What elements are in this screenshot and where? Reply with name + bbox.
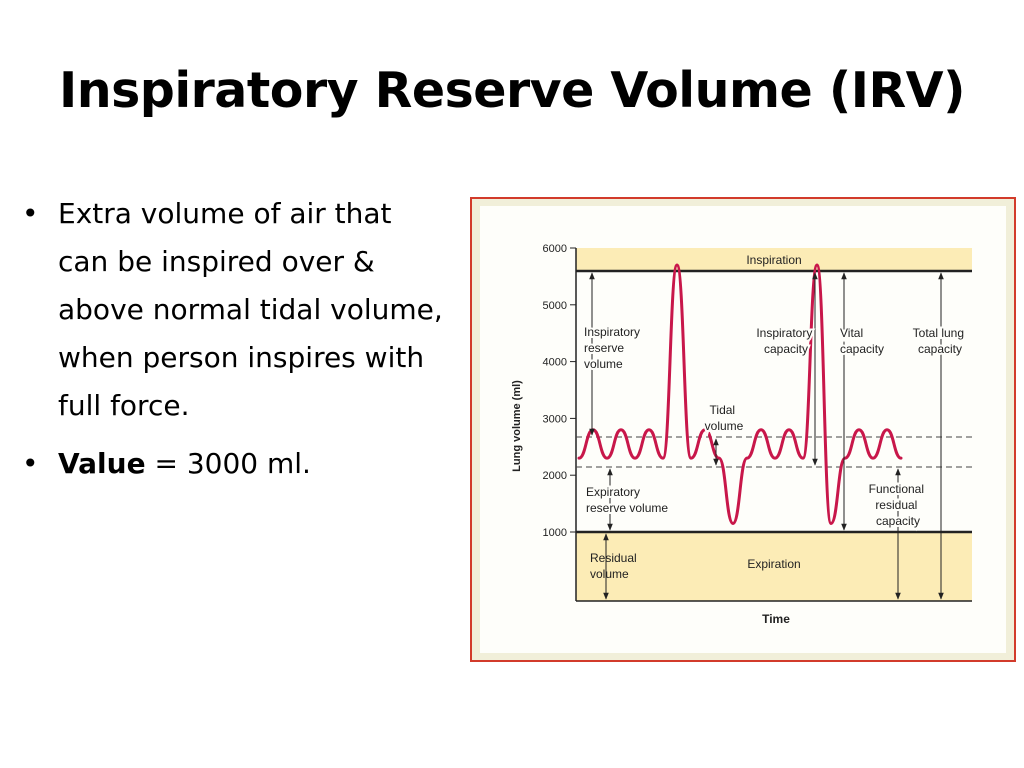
rv-label-line: Residual (590, 551, 637, 565)
erv-label-line: Expiratory (586, 485, 640, 499)
tlc-label: Total lung capacity (913, 326, 968, 356)
x-axis-label: Time (762, 612, 790, 626)
frc-label-line: capacity (876, 514, 920, 528)
bullet-list: • Extra volume of air that can be inspir… (22, 190, 447, 488)
ic-label-line: Inspiratory (756, 326, 812, 340)
y-tick-label: 6000 (543, 243, 567, 255)
tidal-label-line: volume (705, 419, 744, 433)
vc-label: Vital capacity (840, 326, 884, 356)
expiration-band (576, 532, 972, 601)
tidal-label: Tidal volume (705, 403, 744, 433)
bullet-icon: • (22, 447, 39, 480)
erv-label: Expiratory reserve volume (586, 485, 668, 515)
rv-label-line: volume (590, 567, 629, 581)
y-tick-label: 3000 (543, 413, 567, 425)
y-tick-label: 5000 (543, 300, 567, 312)
frc-label-line: residual (875, 498, 917, 512)
bullet-text: = 3000 ml. (145, 447, 311, 480)
bullet-item: • Extra volume of air that can be inspir… (22, 190, 447, 430)
ic-label-line: capacity (764, 342, 808, 356)
expiration-band-label: Expiration (747, 557, 800, 571)
irv-label-line: Inspiratory (584, 325, 640, 339)
vc-label-line: Vital (840, 326, 863, 340)
y-tick-label: 2000 (543, 470, 567, 482)
y-tick-label: 1000 (543, 527, 567, 539)
inspiration-band-label: Inspiration (746, 253, 801, 267)
ic-label: Inspiratory capacity (756, 326, 815, 356)
irv-label: Inspiratory reserve volume (584, 325, 643, 371)
vc-label-line: capacity (840, 342, 884, 356)
bullet-item: • Value = 3000 ml. (22, 440, 447, 488)
y-axis-label: Lung volume (ml) (511, 380, 523, 472)
tlc-label-line: capacity (918, 342, 962, 356)
inspiration-band (576, 248, 972, 271)
y-tick-label: 4000 (543, 357, 567, 369)
lung-volume-trace (577, 263, 903, 525)
irv-label-line: volume (584, 357, 623, 371)
rv-label: Residual volume (590, 551, 640, 581)
figure-frame: Inspiration Expiration 1000 2000 3000 4000 5… (470, 197, 1016, 662)
bullet-text: Extra volume of air that can be inspired… (58, 197, 443, 422)
lung-volume-chart: Inspiration Expiration 1000 2000 3000 4000 5… (511, 243, 972, 626)
frc-label-line: Functional (869, 482, 924, 496)
slide-title: Inspiratory Reserve Volume (IRV) (58, 62, 966, 119)
y-ticks: 1000 2000 3000 4000 5000 6000 (543, 243, 576, 539)
bullet-bold-text: Value (58, 447, 146, 480)
tidal-label-line: Tidal (710, 403, 736, 417)
figure-panel: Inspiration Expiration 1000 2000 3000 4000 5… (480, 206, 1006, 653)
frc-label: Functional residual capacity (869, 482, 928, 528)
erv-label-line: reserve volume (586, 501, 668, 515)
irv-label-line: reserve (584, 341, 624, 355)
bullet-icon: • (22, 197, 39, 230)
tlc-label-line: Total lung (913, 326, 964, 340)
